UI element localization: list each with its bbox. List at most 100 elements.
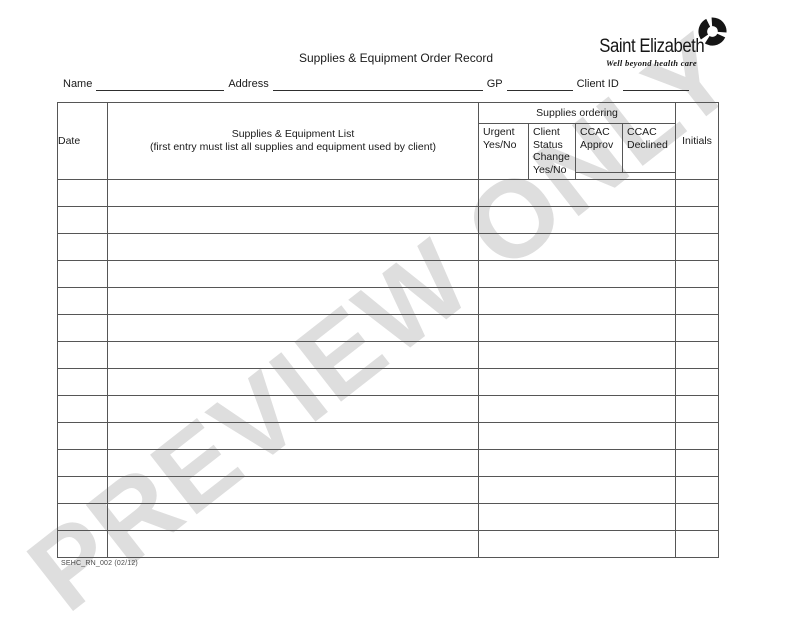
cell-supplies bbox=[107, 449, 479, 477]
cell-supplies bbox=[107, 530, 479, 558]
logo-name: Saint Elizabeth bbox=[599, 36, 704, 57]
supplies-header-line1: Supplies & Equipment List bbox=[231, 127, 355, 140]
form-code: SEHC_RN_002 (02/12) bbox=[61, 560, 138, 567]
cell-date bbox=[57, 287, 108, 315]
cell-ordering bbox=[477, 449, 677, 477]
client-id-blank-line bbox=[622, 77, 689, 91]
col-header-supplies: Supplies & Equipment List (first entry m… bbox=[107, 102, 479, 180]
name-blank-line bbox=[96, 77, 225, 91]
cell-date bbox=[57, 503, 108, 531]
table-row bbox=[57, 260, 720, 288]
pinwheel-icon bbox=[698, 17, 727, 46]
cell-ordering bbox=[477, 503, 677, 531]
cell-ordering bbox=[477, 341, 677, 369]
cell-date bbox=[57, 179, 108, 207]
table-row bbox=[57, 476, 720, 504]
cell-ordering bbox=[477, 233, 677, 261]
table-row bbox=[57, 233, 720, 261]
col-header-ccac-approv: CCAC Approv bbox=[575, 123, 623, 173]
table-row bbox=[57, 206, 720, 234]
cell-ordering bbox=[477, 395, 677, 423]
table-body bbox=[57, 179, 720, 558]
cell-ordering bbox=[477, 476, 677, 504]
form-content: Saint Elizabeth Well beyond health care … bbox=[57, 16, 728, 567]
cell-ordering bbox=[477, 206, 677, 234]
cell-supplies bbox=[107, 476, 479, 504]
cell-supplies bbox=[107, 233, 479, 261]
cell-date bbox=[57, 260, 108, 288]
col-header-initials: Initials bbox=[675, 102, 720, 180]
cell-supplies bbox=[107, 179, 479, 207]
col-header-client-status: Client Status Change Yes/No bbox=[528, 123, 576, 180]
cell-supplies bbox=[107, 368, 479, 396]
client-id-label: Client ID bbox=[576, 78, 619, 90]
cell-supplies bbox=[107, 341, 479, 369]
table-row bbox=[57, 530, 720, 558]
cell-initials bbox=[675, 422, 720, 450]
address-blank-line bbox=[272, 77, 483, 91]
cell-supplies bbox=[107, 287, 479, 315]
col-header-date: Date bbox=[57, 102, 108, 180]
cell-initials bbox=[675, 449, 720, 477]
cell-date bbox=[57, 422, 108, 450]
cell-initials bbox=[675, 341, 720, 369]
col-header-ccac-declined: CCAC Declined bbox=[621, 123, 677, 173]
name-label: Name bbox=[63, 78, 93, 90]
cell-date bbox=[57, 233, 108, 261]
cell-initials bbox=[675, 179, 720, 207]
cell-ordering bbox=[477, 314, 677, 342]
address-label: Address bbox=[228, 78, 269, 90]
cell-date bbox=[57, 368, 108, 396]
document-page: PREVIEW ONLY Saint Elizabeth Well beyond… bbox=[6, 9, 758, 635]
cell-ordering bbox=[477, 260, 677, 288]
col-header-urgent: Urgent Yes/No bbox=[478, 123, 529, 180]
page-title: Supplies & Equipment Order Record bbox=[298, 51, 494, 65]
cell-date bbox=[57, 530, 108, 558]
cell-ordering bbox=[477, 287, 677, 315]
cell-ordering bbox=[477, 368, 677, 396]
saint-elizabeth-logo: Saint Elizabeth Well beyond health care bbox=[578, 16, 728, 70]
cell-initials bbox=[675, 260, 720, 288]
table-row bbox=[57, 314, 720, 342]
cell-initials bbox=[675, 233, 720, 261]
cell-initials bbox=[675, 314, 720, 342]
cell-initials bbox=[675, 206, 720, 234]
table-row bbox=[57, 395, 720, 423]
cell-ordering bbox=[477, 530, 677, 558]
table-row bbox=[57, 368, 720, 396]
table-row bbox=[57, 503, 720, 531]
table-row bbox=[57, 341, 720, 369]
gp-blank-line bbox=[506, 77, 573, 91]
logo-tagline: Well beyond health care bbox=[605, 58, 697, 68]
cell-ordering bbox=[477, 422, 677, 450]
cell-initials bbox=[675, 530, 720, 558]
supplies-header-line2: (first entry must list all supplies and … bbox=[150, 141, 436, 153]
cell-supplies bbox=[107, 395, 479, 423]
gp-label: GP bbox=[486, 78, 503, 90]
cell-initials bbox=[675, 287, 720, 315]
header-fields: Name Address GP Client ID bbox=[63, 77, 703, 91]
order-record-table: Date Supplies & Equipment List (first en… bbox=[57, 102, 720, 558]
cell-initials bbox=[675, 476, 720, 504]
col-group-supplies-ordering: Supplies ordering bbox=[477, 102, 677, 124]
table-row bbox=[57, 449, 720, 477]
cell-ordering bbox=[477, 179, 677, 207]
cell-supplies bbox=[107, 314, 479, 342]
table-row bbox=[57, 179, 720, 207]
cell-date bbox=[57, 341, 108, 369]
cell-initials bbox=[675, 368, 720, 396]
cell-supplies bbox=[107, 503, 479, 531]
table-row bbox=[57, 422, 720, 450]
cell-supplies bbox=[107, 422, 479, 450]
cell-date bbox=[57, 206, 108, 234]
cell-supplies bbox=[107, 206, 479, 234]
cell-date bbox=[57, 314, 108, 342]
ccac-spacer-cell bbox=[574, 172, 677, 180]
cell-date bbox=[57, 449, 108, 477]
cell-initials bbox=[675, 395, 720, 423]
cell-date bbox=[57, 476, 108, 504]
cell-supplies bbox=[107, 260, 479, 288]
table-row bbox=[57, 287, 720, 315]
cell-date bbox=[57, 395, 108, 423]
cell-initials bbox=[675, 503, 720, 531]
